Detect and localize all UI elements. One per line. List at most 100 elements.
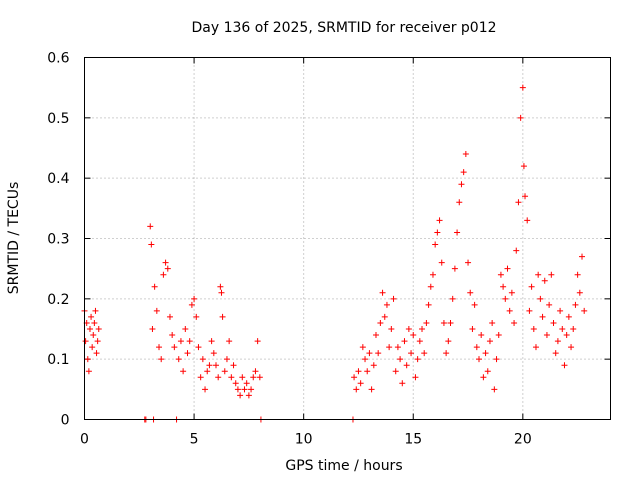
data-point (221, 368, 228, 375)
data-point (493, 356, 500, 363)
data-point (520, 163, 527, 170)
data-point (210, 350, 217, 357)
data-point (513, 247, 520, 254)
data-point (451, 265, 458, 272)
data-point (217, 283, 224, 290)
data-point (548, 271, 555, 278)
data-point (408, 350, 415, 357)
data-point (177, 338, 184, 345)
data-point (471, 301, 478, 308)
data-point (156, 344, 163, 351)
data-point (579, 253, 586, 260)
data-point (204, 368, 211, 375)
data-point (576, 289, 583, 296)
data-point (497, 271, 504, 278)
data-point (557, 307, 564, 314)
data-point (539, 313, 546, 320)
data-point (250, 374, 257, 381)
data-point (245, 392, 252, 399)
data-point (399, 380, 406, 387)
data-point (162, 259, 169, 266)
data-point (491, 386, 498, 393)
data-point (86, 326, 93, 332)
data-point (95, 326, 102, 332)
plot-frame (84, 57, 611, 420)
y-tick-label: 0.1 (47, 352, 69, 368)
data-point (469, 326, 476, 332)
data-point (517, 114, 524, 121)
data-point (405, 326, 412, 332)
data-point (381, 313, 388, 320)
data-point (243, 380, 250, 387)
data-point (568, 344, 575, 351)
data-point (528, 283, 535, 290)
data-point (550, 319, 557, 326)
data-point (462, 151, 469, 158)
data-point (153, 307, 160, 314)
data-point (362, 356, 369, 363)
data-point (403, 362, 410, 369)
y-axis-label: SRMTID / TECUs (6, 182, 22, 295)
y-tick-label: 0.5 (47, 111, 69, 127)
data-point (166, 313, 173, 320)
data-point (467, 289, 474, 296)
data-point (85, 368, 92, 375)
data-point (460, 169, 467, 176)
data-point (232, 380, 239, 387)
data-point (432, 241, 439, 248)
data-point (388, 326, 395, 332)
data-point (489, 319, 496, 326)
data-point (427, 283, 434, 290)
data-point (484, 368, 491, 375)
tick-labels: 0 0.1 0.2 0.3 0.4 0.5 0.6 0 5 10 15 20 (47, 51, 532, 448)
data-point (184, 350, 191, 357)
data-point (563, 332, 570, 339)
data-point (180, 368, 187, 375)
data-point (386, 344, 393, 351)
data-point (561, 362, 568, 369)
data-point (416, 338, 423, 345)
data-point (392, 368, 399, 375)
data-point (230, 362, 237, 369)
data-point (149, 326, 156, 332)
data-point (454, 229, 461, 236)
data-point (164, 265, 171, 272)
data-point (500, 283, 507, 290)
data-point (148, 241, 155, 248)
data-point (506, 307, 513, 314)
data-point (234, 386, 241, 393)
data-point (572, 301, 579, 308)
data-point (476, 356, 482, 363)
data-point (419, 326, 426, 332)
data-point (254, 338, 261, 345)
data-point (414, 356, 421, 363)
data-point (90, 332, 97, 339)
data-point (546, 301, 553, 308)
data-point (383, 301, 390, 308)
data-point (93, 350, 100, 357)
data-point (465, 259, 472, 266)
data-point (559, 326, 566, 332)
data-point (219, 313, 226, 320)
data-point (449, 295, 456, 302)
data-point (535, 271, 542, 278)
data-point (519, 84, 526, 91)
data-point (425, 301, 432, 308)
data-point (206, 362, 213, 369)
data-point (353, 386, 360, 393)
data-point (88, 313, 95, 320)
axis-ticks (84, 57, 611, 420)
data-point (208, 338, 215, 345)
y-tick-label: 0.2 (47, 292, 69, 308)
chart-title: Day 136 of 2025, SRMTID for receiver p01… (191, 20, 496, 36)
data-point (364, 368, 371, 375)
data-point (375, 350, 382, 357)
data-point (543, 332, 550, 339)
data-point (223, 356, 230, 363)
data-point (581, 307, 588, 314)
data-point (359, 344, 366, 351)
data-point (554, 338, 561, 345)
data-point (372, 332, 379, 339)
data-point (495, 332, 502, 339)
